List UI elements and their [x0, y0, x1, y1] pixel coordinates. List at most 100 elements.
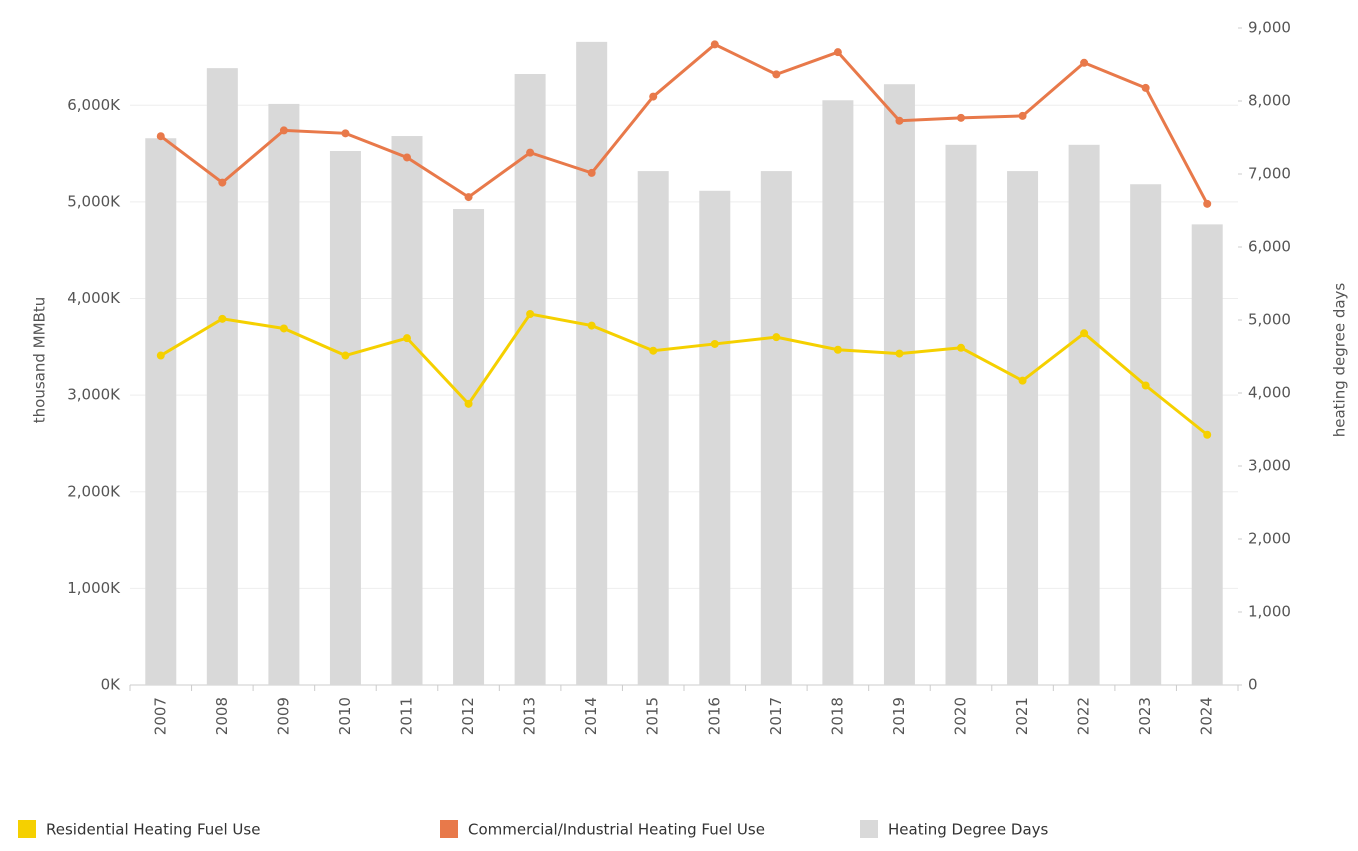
line — [160, 312, 1209, 436]
point — [526, 148, 535, 157]
legend-item: Commercial/Industrial Heating Fuel Use — [440, 820, 765, 839]
point — [649, 346, 658, 355]
x-tick-label: 2010 — [336, 697, 354, 735]
x-tick-label: 2011 — [398, 697, 416, 735]
y2-tick-label: 2,000 — [1248, 530, 1291, 548]
legend-swatch — [18, 820, 36, 838]
x-tick-label: 2019 — [890, 697, 908, 735]
legend-label: Residential Heating Fuel Use — [46, 821, 260, 839]
point — [587, 168, 596, 177]
point — [710, 339, 719, 348]
bar — [1068, 144, 1100, 686]
x-tick-label: 2022 — [1075, 697, 1093, 735]
y2-tick-label: 6,000 — [1248, 238, 1291, 256]
point — [1203, 199, 1212, 208]
point — [341, 129, 350, 138]
y-tick-label: 0K — [101, 676, 122, 694]
legend-item: Heating Degree Days — [860, 820, 1049, 839]
x-tick-label: 2008 — [213, 697, 231, 735]
x-tick-label: 2024 — [1198, 697, 1216, 735]
y-axis-label: thousand MMBtu — [31, 297, 49, 423]
y-tick-label: 5,000K — [67, 192, 121, 210]
bar — [822, 100, 854, 685]
point — [403, 153, 411, 162]
legend-item: Residential Heating Fuel Use — [18, 820, 260, 839]
x-tick-label: 2012 — [459, 697, 477, 735]
point — [218, 178, 227, 187]
x-tick-label: 2017 — [767, 697, 785, 735]
point — [526, 309, 535, 318]
point — [649, 92, 658, 101]
point — [895, 349, 904, 358]
point — [464, 193, 473, 202]
y2-tick-label: 8,000 — [1248, 92, 1291, 110]
point — [833, 48, 842, 57]
legend-swatch — [440, 820, 458, 838]
bar — [453, 209, 485, 686]
x-tick-label: 2020 — [952, 697, 970, 735]
y-tick-label: 1,000K — [67, 579, 121, 597]
y2-tick-label: 9,000 — [1248, 19, 1291, 37]
point — [957, 113, 965, 122]
point — [1080, 58, 1089, 67]
point — [279, 126, 288, 135]
y2-axis-label: heating degree days — [1331, 283, 1349, 438]
x-tick-label: 2013 — [521, 697, 539, 735]
legend-label: Commercial/Industrial Heating Fuel Use — [468, 821, 765, 839]
bar — [883, 84, 915, 685]
bar — [145, 138, 177, 686]
point — [156, 132, 165, 141]
y2-tick-label: 1,000 — [1248, 603, 1291, 621]
x-tick-label: 2007 — [151, 697, 169, 735]
point — [341, 351, 350, 360]
point — [403, 334, 411, 343]
bar — [945, 144, 977, 686]
point — [156, 351, 165, 360]
bar — [268, 103, 300, 686]
point — [1018, 111, 1027, 120]
point — [218, 314, 227, 323]
x-tick-label: 2015 — [644, 697, 662, 735]
point — [464, 399, 473, 408]
bar — [760, 171, 792, 685]
point — [772, 70, 781, 79]
bar — [576, 41, 608, 686]
x-tick-label: 2018 — [828, 697, 846, 735]
point — [895, 116, 904, 125]
y-tick-label: 6,000K — [67, 96, 121, 114]
x-tick-label: 2014 — [582, 697, 600, 735]
bar — [699, 190, 731, 686]
point — [833, 345, 842, 354]
point — [1203, 430, 1212, 439]
bar — [1191, 224, 1223, 685]
bar — [329, 151, 361, 685]
y2-tick-label: 3,000 — [1248, 457, 1291, 475]
bar — [1007, 171, 1039, 685]
bar — [514, 73, 546, 686]
point — [587, 321, 596, 330]
point — [279, 324, 288, 333]
legend-swatch — [860, 820, 878, 838]
point — [1141, 83, 1150, 92]
x-tick-label: 2009 — [274, 697, 292, 735]
y2-tick-label: 0 — [1248, 676, 1258, 694]
y2-tick-label: 4,000 — [1248, 384, 1291, 402]
legend-label: Heating Degree Days — [888, 821, 1049, 839]
x-tick-label: 2016 — [705, 697, 723, 735]
x-tick-label: 2021 — [1013, 697, 1031, 735]
y-tick-label: 4,000K — [67, 289, 121, 307]
x-tick-label: 2023 — [1136, 697, 1154, 735]
y-tick-label: 2,000K — [67, 482, 121, 500]
point — [1080, 329, 1089, 338]
point — [710, 40, 719, 49]
y2-tick-label: 5,000 — [1248, 311, 1291, 329]
point — [957, 343, 965, 352]
y-tick-label: 3,000K — [67, 386, 121, 404]
point — [1141, 381, 1150, 390]
point — [772, 333, 781, 342]
point — [1018, 376, 1027, 385]
bar — [1130, 184, 1162, 685]
y2-tick-label: 7,000 — [1248, 165, 1291, 183]
bar — [637, 171, 669, 685]
